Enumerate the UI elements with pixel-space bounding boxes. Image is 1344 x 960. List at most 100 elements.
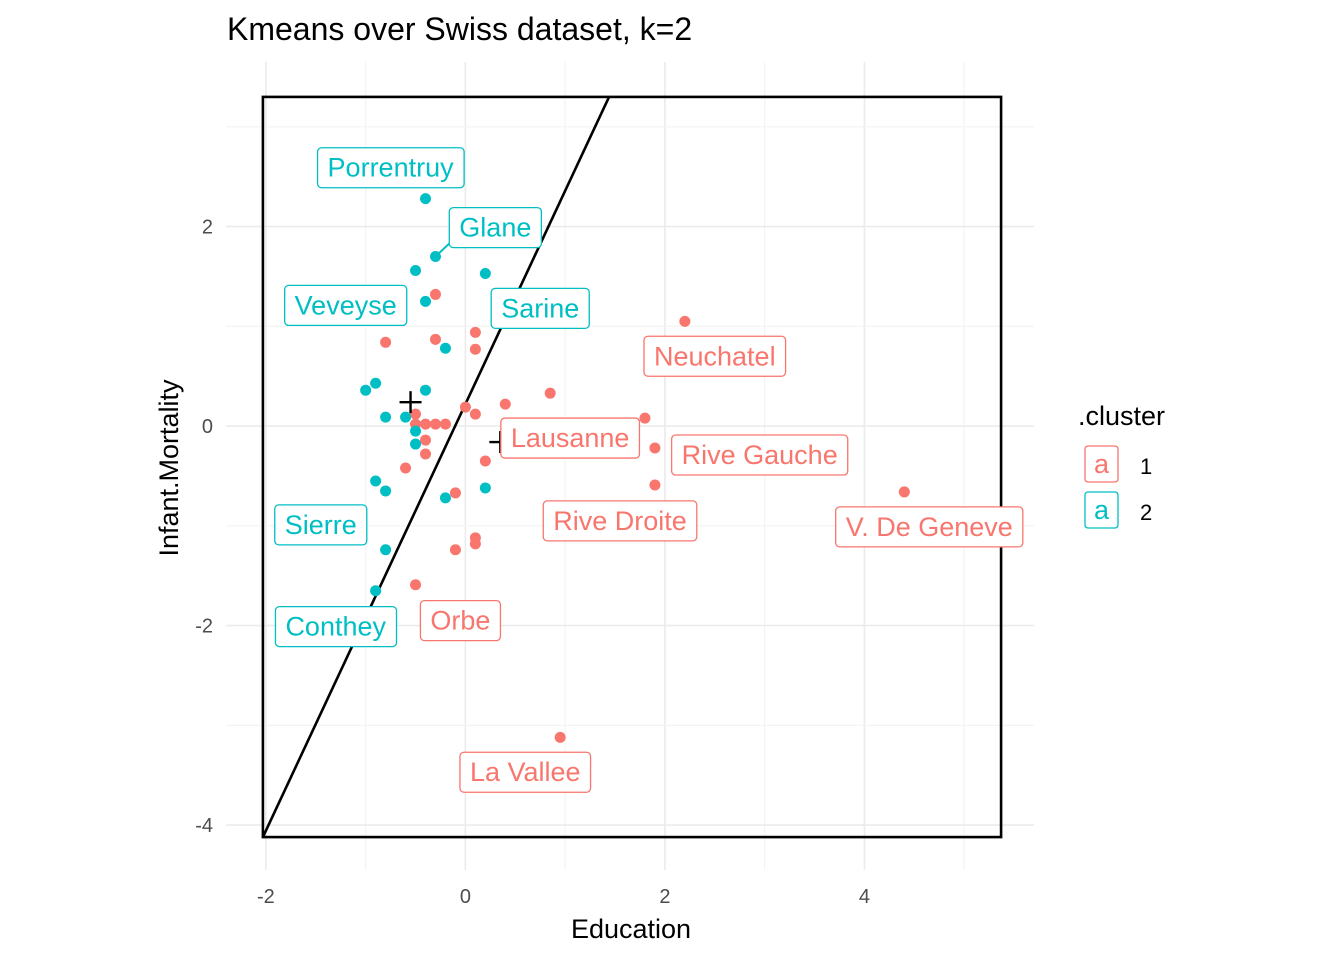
- data-point-cluster-1: [639, 412, 651, 424]
- points-layer: [360, 193, 910, 743]
- data-point-cluster-1: [554, 731, 566, 743]
- data-point-cluster-1: [420, 448, 432, 460]
- data-point-cluster-1: [439, 418, 451, 430]
- svg-text:Conthey: Conthey: [285, 612, 386, 642]
- svg-text:Glane: Glane: [459, 213, 531, 243]
- x-axis: -2 0 2 4: [257, 886, 870, 908]
- legend-title: .cluster: [1078, 401, 1165, 431]
- data-point-cluster-1: [544, 387, 556, 399]
- data-point-cluster-1: [469, 326, 481, 338]
- data-point-cluster-1: [429, 418, 441, 430]
- legend: .cluster a 1a 2: [1078, 401, 1165, 529]
- chart-title: Kmeans over Swiss dataset, k=2: [227, 11, 692, 47]
- bounding-rectangle: [261, 95, 1003, 839]
- data-point-cluster-2: [479, 267, 491, 279]
- y-axis: -4 -2 0 2: [195, 217, 213, 838]
- data-point-cluster-1: [469, 538, 481, 550]
- data-point-cluster-2: [439, 342, 451, 354]
- data-point-cluster-1: [449, 487, 461, 499]
- point-label: Rive Droite: [542, 500, 698, 542]
- centroid-marker: [399, 391, 422, 414]
- x-axis-title: Education: [571, 914, 691, 944]
- data-point-cluster-2: [439, 492, 451, 504]
- point-label: Glane: [448, 206, 543, 249]
- data-point-cluster-1: [649, 479, 661, 491]
- data-point-cluster-1: [679, 315, 691, 327]
- y-tick-label: 2: [202, 217, 213, 239]
- point-label: Veveyse: [284, 284, 408, 327]
- legend-key: [1084, 491, 1119, 529]
- data-point-cluster-2: [410, 438, 422, 450]
- data-point-cluster-1: [429, 333, 441, 345]
- data-point-cluster-1: [459, 401, 471, 413]
- y-tick-label: -4: [195, 815, 213, 837]
- point-label: Neuchatel: [643, 335, 787, 377]
- data-point-cluster-1: [649, 442, 661, 454]
- point-label: Rive Gauche: [670, 434, 849, 476]
- point-label: Orbe: [419, 599, 502, 642]
- svg-text:V. De Geneve: V. De Geneve: [846, 512, 1013, 542]
- point-label: Lausanne: [500, 417, 641, 459]
- y-tick-label: 0: [202, 416, 213, 438]
- data-point-cluster-1: [429, 288, 441, 300]
- svg-text:La Vallee: La Vallee: [470, 757, 581, 787]
- y-axis-title: Infant.Mortality: [154, 379, 184, 557]
- svg-text:Lausanne: Lausanne: [511, 423, 630, 453]
- legend-label: 2: [1140, 500, 1152, 525]
- data-point-cluster-2: [380, 485, 392, 497]
- data-point-cluster-2: [410, 425, 422, 437]
- data-point-cluster-2: [370, 585, 382, 597]
- x-tick-label: 2: [659, 886, 670, 908]
- data-point-cluster-1: [449, 544, 461, 556]
- legend-key-glyph: a: [1094, 449, 1110, 479]
- data-point-cluster-1: [410, 408, 422, 420]
- data-point-cluster-1: [479, 455, 491, 467]
- point-label: La Vallee: [459, 751, 592, 793]
- data-point-cluster-2: [420, 384, 432, 396]
- point-label: Sierre: [274, 504, 368, 546]
- data-point-cluster-2: [380, 544, 392, 556]
- data-point-cluster-1: [898, 486, 910, 498]
- data-point-cluster-1: [420, 418, 432, 430]
- data-point-cluster-1: [400, 462, 412, 474]
- annotation-layer: [261, 95, 1003, 839]
- decision-line: [261, 96, 611, 838]
- legend-key-glyph: a: [1094, 495, 1110, 525]
- legend-key: [1084, 445, 1119, 483]
- svg-text:Rive Droite: Rive Droite: [553, 506, 687, 536]
- point-label: Conthey: [274, 605, 398, 648]
- svg-text:Porrentruy: Porrentruy: [328, 153, 455, 183]
- point-label: Porrentruy: [316, 147, 465, 189]
- svg-text:Veveyse: Veveyse: [295, 290, 397, 320]
- data-point-cluster-2: [479, 482, 491, 494]
- data-point-cluster-2: [370, 377, 382, 389]
- data-point-cluster-1: [380, 336, 392, 348]
- data-point-cluster-2: [410, 264, 422, 276]
- point-label: V. De Geneve: [835, 506, 1024, 548]
- svg-text:Sierre: Sierre: [285, 510, 357, 540]
- data-point-cluster-2: [429, 251, 441, 263]
- svg-text:Rive Gauche: Rive Gauche: [682, 440, 838, 470]
- svg-text:Neuchatel: Neuchatel: [654, 341, 776, 371]
- legend-label: 1: [1140, 454, 1152, 479]
- x-tick-label: -2: [257, 886, 275, 908]
- y-tick-label: -2: [195, 616, 213, 638]
- data-point-cluster-2: [360, 384, 372, 396]
- x-tick-label: 4: [859, 886, 870, 908]
- x-tick-label: 0: [460, 886, 471, 908]
- data-point-cluster-2: [420, 295, 432, 307]
- svg-text:Sarine: Sarine: [501, 293, 579, 323]
- data-point-cluster-1: [420, 434, 432, 446]
- svg-text:Orbe: Orbe: [430, 606, 490, 636]
- data-point-cluster-1: [469, 343, 481, 355]
- data-point-cluster-2: [370, 475, 382, 487]
- data-point-cluster-1: [469, 408, 481, 420]
- data-point-cluster-2: [420, 193, 432, 205]
- data-point-cluster-1: [499, 398, 511, 410]
- data-point-cluster-2: [400, 411, 412, 423]
- point-label: Sarine: [490, 287, 590, 330]
